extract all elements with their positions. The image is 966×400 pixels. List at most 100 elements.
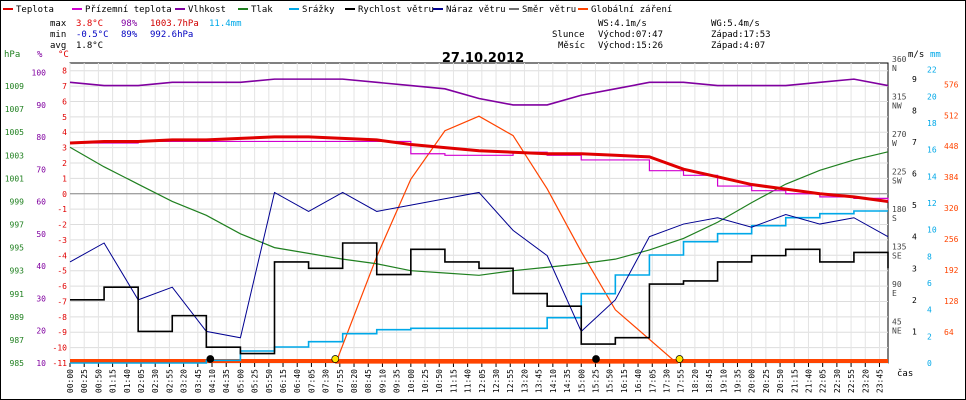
x-tick-label: 10:50	[435, 369, 444, 393]
tick-label-dir: SE	[892, 252, 902, 261]
tick-label-wm2: 576	[944, 80, 959, 89]
x-tick-label: 16:15	[620, 369, 629, 393]
x-tick-label: 02:05	[137, 369, 146, 393]
tick-label-pct: 40	[36, 262, 46, 271]
tick-label-hpa: 1001	[5, 174, 24, 183]
tick-label-hpa: 1003	[5, 151, 24, 160]
x-tick-label: 08:20	[350, 369, 359, 393]
tick-label-ms: 4	[912, 233, 917, 242]
tick-label-mm: 0	[927, 359, 932, 368]
tick-label-pct: 90	[36, 101, 46, 110]
x-tick-label: 07:30	[322, 369, 331, 393]
x-tick-label: 20:25	[762, 369, 771, 393]
x-tick-label: 01:40	[123, 369, 132, 393]
x-tick-label: 09:10	[378, 369, 387, 393]
radiation-baseline-bar	[70, 359, 888, 363]
tick-label-degc: 6	[62, 97, 67, 106]
x-tick-label: 06:40	[293, 369, 302, 393]
sunset-marker	[675, 355, 684, 363]
x-tick-label: 00:50	[94, 369, 103, 393]
stats-max-press: 1003.7hPa	[150, 19, 199, 29]
tick-label-mm: 22	[927, 66, 937, 75]
tick-label-ms: 8	[912, 106, 917, 115]
x-tick-label: 10:00	[407, 369, 416, 393]
tick-label-mm: 2	[927, 332, 932, 341]
x-tick-label: 04:35	[222, 369, 231, 393]
legend-label: Přízemní teplota	[85, 5, 172, 15]
x-tick-label: 09:35	[393, 369, 402, 393]
tick-label-hpa: 999	[10, 197, 25, 206]
tick-label-ms: 2	[912, 296, 917, 305]
x-tick-label: 03:45	[194, 369, 203, 393]
series-radiation	[334, 115, 679, 364]
tick-label-degc: 1	[62, 174, 67, 183]
series-wind-speed	[70, 242, 889, 355]
tick-label-dir: SW	[892, 177, 902, 186]
tick-label-ms: 3	[912, 264, 917, 273]
legend-label: Vlhkost	[188, 5, 226, 15]
tick-label-mm: 6	[927, 279, 932, 288]
tick-label-mm: 14	[927, 172, 937, 181]
tick-label-dir: W	[892, 139, 897, 148]
tick-label-pct: 20	[36, 327, 46, 336]
tick-label-hpa: 1009	[5, 82, 24, 91]
legend-label: Náraz větru	[446, 5, 506, 15]
x-tick-label: 23:45	[875, 369, 884, 393]
tick-label-wm2: 448	[944, 142, 959, 151]
sunrise-text: Východ:07:47	[598, 30, 663, 40]
tick-label-ms: 7	[912, 138, 917, 147]
x-tick-label: 08:45	[364, 369, 373, 393]
series-temperature	[69, 135, 889, 203]
x-tick-label: 13:45	[535, 369, 544, 393]
tick-label-mm: 20	[927, 92, 937, 101]
axis-title-degc: °C	[58, 50, 69, 60]
legend-label: Srážky	[302, 5, 335, 15]
wind-speed-summary: WS:4.1m/s	[598, 19, 647, 29]
stats-avg-temp: 1.8°C	[76, 41, 103, 51]
legend-label: Rychlost větru	[358, 5, 434, 15]
tick-label-degc: -10	[53, 344, 68, 353]
tick-label-degc: -9	[57, 328, 67, 337]
tick-label-mm: 10	[927, 226, 937, 235]
x-tick-label: 22:55	[847, 369, 856, 393]
x-tick-label: 12:05	[478, 369, 487, 393]
x-tick-label: 12:55	[506, 369, 515, 393]
tick-label-deg: 360	[892, 55, 907, 64]
x-tick-label: 15:00	[577, 369, 586, 393]
tick-label-degc: 4	[62, 128, 67, 137]
x-tick-label: 04:10	[208, 369, 217, 393]
tick-label-pct: 70	[36, 165, 46, 174]
x-axis: 00:00 00:25 00:50 01:15 01:40 02:05 02:30 02:55…	[66, 363, 884, 393]
tick-label-wm2: 256	[944, 235, 959, 244]
legend-label: Globální záření	[591, 5, 672, 15]
x-tick-label: 01:15	[109, 369, 118, 393]
stats-block: max 3.8°C 98% 1003.7hPa 11.4mm min -0.5°…	[50, 19, 242, 51]
x-tick-label: 02:30	[151, 369, 160, 393]
stats-max-label: max	[50, 19, 67, 29]
tick-label-dir: NW	[892, 102, 902, 111]
tick-label-degc: -2	[57, 221, 67, 230]
tick-label-mm: 12	[927, 199, 937, 208]
tick-label-deg: 90	[892, 280, 902, 289]
tick-label-hpa: 989	[10, 313, 25, 322]
tick-label-degc: 2	[62, 159, 67, 168]
x-tick-label: 15:25	[591, 369, 600, 393]
tick-label-pct: 30	[36, 294, 46, 303]
y-axes: 9859879899919939959979991001100310051007…	[5, 55, 959, 368]
series-ground-temp	[70, 140, 889, 202]
tick-label-ms: 9	[912, 75, 917, 84]
moonrise-marker	[592, 355, 600, 363]
x-tick-label: 19:35	[733, 369, 742, 393]
x-tick-label: 20:00	[748, 369, 757, 393]
x-tick-label: 02:55	[165, 369, 174, 393]
x-tick-label: 11:15	[449, 369, 458, 393]
tick-label-dir: NE	[892, 327, 902, 336]
series-humidity	[69, 78, 889, 106]
x-tick-label: 05:00	[236, 369, 245, 393]
stats-max-hum: 98%	[121, 19, 138, 29]
x-tick-label: 21:15	[790, 369, 799, 393]
tick-label-deg: 180	[892, 205, 907, 214]
tick-label-ms: 1	[912, 327, 917, 336]
